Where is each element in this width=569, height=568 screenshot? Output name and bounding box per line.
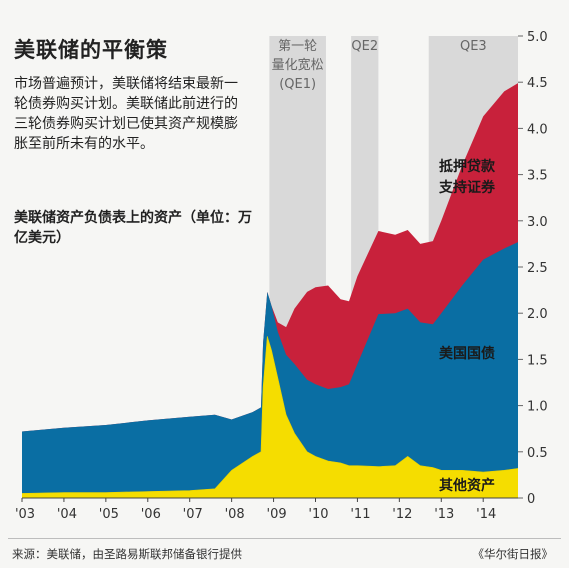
label-mbs-line-1: 抵押贷款 <box>439 158 496 175</box>
label-treasuries: 美国国债 <box>439 345 495 362</box>
source-note: 来源：美联储，由圣路易斯联邦储备银行提供 <box>12 547 242 561</box>
label-mbs-line-2: 支持证券 <box>438 179 496 196</box>
qe2-label-line-1: QE2 <box>351 39 378 54</box>
x-tick-label-1: '04 <box>57 507 77 522</box>
x-tick-label-6: '09 <box>267 507 287 522</box>
y-tick-label-1: 0.5 <box>527 446 548 461</box>
x-tick-label-9: '12 <box>392 507 412 522</box>
intro-text: 市场普遍预计，美联储将结束最新一轮债券购买计划。美联储此前进行的三轮债券购买计划… <box>14 76 238 152</box>
y-tick-label-2: 1.0 <box>527 400 548 415</box>
x-tick-label-3: '06 <box>141 507 161 522</box>
qe1-label-line-2: 量化宽松 <box>272 57 324 73</box>
y-tick-label-3: 1.5 <box>527 353 548 368</box>
x-tick-label-8: '11 <box>350 507 370 522</box>
x-tick-label-10: '13 <box>434 507 454 522</box>
x-tick-label-7: '10 <box>308 507 328 522</box>
x-tick-label-5: '08 <box>225 507 245 522</box>
publication-credit: 《华尔街日报》 <box>472 547 554 561</box>
y-tick-label-10: 5.0 <box>527 30 548 45</box>
y-tick-label-5: 2.5 <box>527 261 548 276</box>
other-assets-edge <box>21 336 519 494</box>
y-tick-label-8: 4.0 <box>527 122 548 137</box>
x-tick-label-0: '03 <box>15 507 35 522</box>
y-tick-label-4: 2.0 <box>527 307 548 322</box>
y-tick-label-9: 4.5 <box>527 76 548 91</box>
qe1-label-line-3: (QE1) <box>279 77 316 92</box>
x-tick-label-11: '14 <box>476 507 496 522</box>
qe3-label-line-1: QE3 <box>460 39 487 54</box>
y-tick-label-6: 3.0 <box>527 215 548 230</box>
footer-divider <box>8 538 561 539</box>
y-tick-label-7: 3.5 <box>527 169 548 184</box>
chart-subtitle: 美联储资产负债表上的资产（单位：万亿美元） <box>14 210 252 246</box>
area-other-assets <box>22 336 518 498</box>
chart-title: 美联储的平衡策 <box>14 38 168 62</box>
qe1-label-line-1: 第一轮 <box>278 39 317 54</box>
x-tick-label-4: '07 <box>183 507 203 522</box>
y-tick-label-0: 0 <box>527 492 535 507</box>
x-tick-label-2: '05 <box>99 507 119 522</box>
label-other-assets: 其他资产 <box>439 477 495 494</box>
